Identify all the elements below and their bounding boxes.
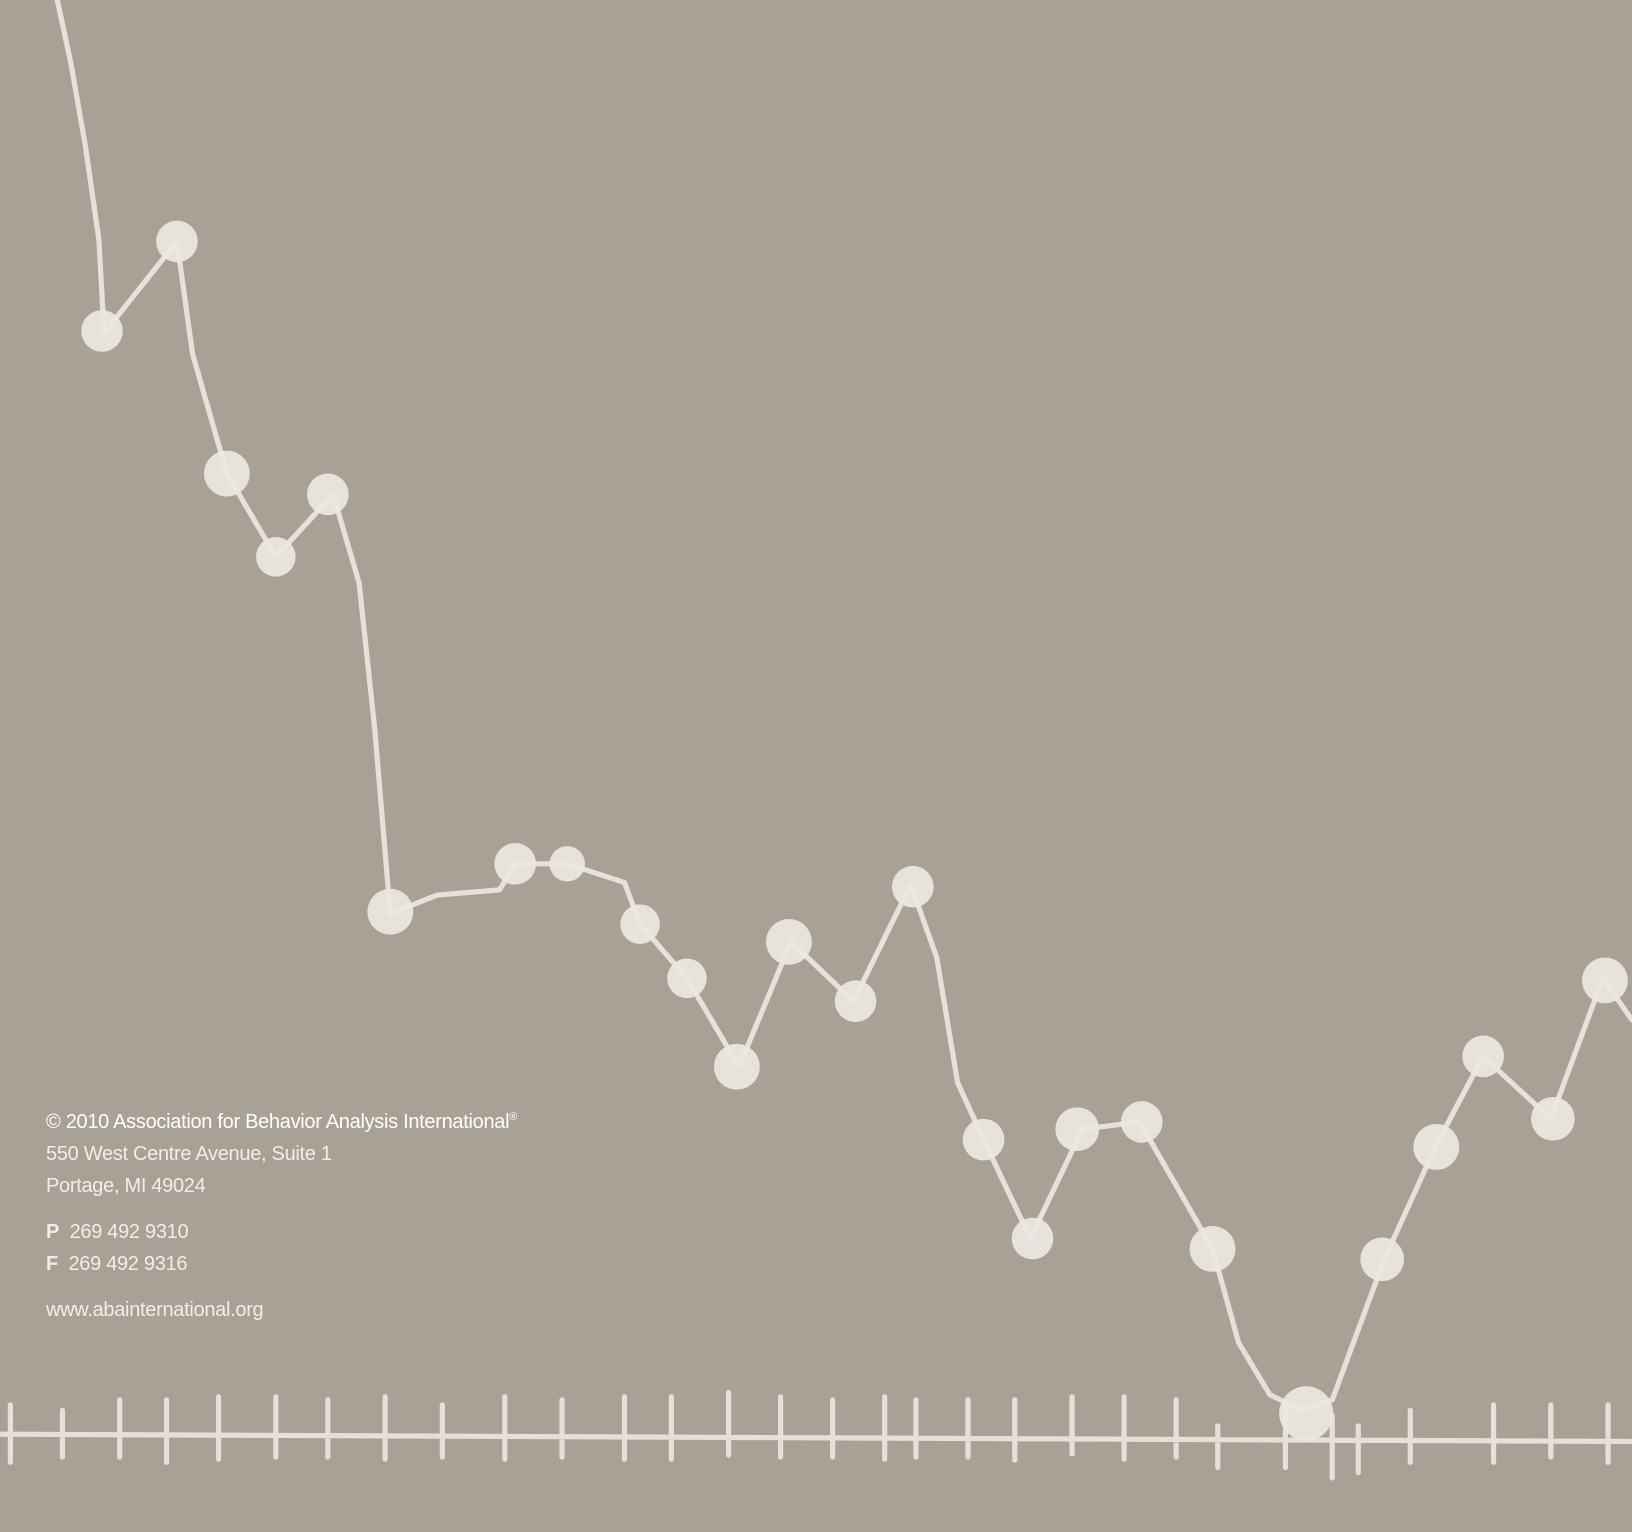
- graph-dot: [1413, 1124, 1460, 1170]
- graph-dot: [962, 1118, 1005, 1161]
- graph-dot: [620, 904, 660, 944]
- graph-dot: [81, 310, 123, 352]
- graph-dot: [367, 888, 414, 935]
- address-line: Portage, MI 49024: [46, 1175, 206, 1197]
- graph-dot: [891, 865, 934, 908]
- axis: [0, 1389, 1632, 1481]
- graph-dot: [549, 846, 585, 882]
- graph-dot: [1582, 957, 1628, 1004]
- website: www.abainternational.org: [46, 1299, 264, 1321]
- graph-dot: [1189, 1226, 1236, 1272]
- copyright-line: © 2010 Association for Behavior Analysis…: [46, 1106, 517, 1138]
- copyright: © 2010 Association for Behavior Analysis…: [46, 1111, 510, 1133]
- fax-line: F 269 492 9316: [46, 1248, 517, 1280]
- graph-dot: [1279, 1386, 1334, 1441]
- graph-dot: [1531, 1096, 1575, 1141]
- graph-dot: [1011, 1217, 1054, 1260]
- graph-dot: [834, 980, 877, 1023]
- graph-dot: [1055, 1107, 1100, 1152]
- contact-block: © 2010 Association for Behavior Analysis…: [46, 1106, 517, 1326]
- phone-line: P 269 492 9310: [46, 1216, 517, 1248]
- fax-number: 269 492 9316: [68, 1253, 188, 1275]
- address-line: 550 West Centre Avenue, Suite 1: [46, 1143, 332, 1165]
- graph-dot: [1360, 1237, 1405, 1282]
- graph-dot: [494, 843, 537, 885]
- registered-mark: ®: [509, 1111, 518, 1123]
- graph-dot: [667, 958, 707, 999]
- graph-dot: [156, 220, 198, 263]
- phone-number: 269 492 9310: [69, 1221, 189, 1243]
- graph-dot: [1462, 1035, 1504, 1078]
- graph-dot: [766, 918, 812, 965]
- fax-label: F: [46, 1253, 58, 1275]
- graph-dot: [714, 1043, 760, 1090]
- graph-dot: [204, 450, 250, 497]
- phone-label: P: [46, 1221, 60, 1243]
- graph-dot: [1120, 1101, 1163, 1143]
- graph-dot: [307, 473, 349, 516]
- graph-dot: [256, 537, 296, 577]
